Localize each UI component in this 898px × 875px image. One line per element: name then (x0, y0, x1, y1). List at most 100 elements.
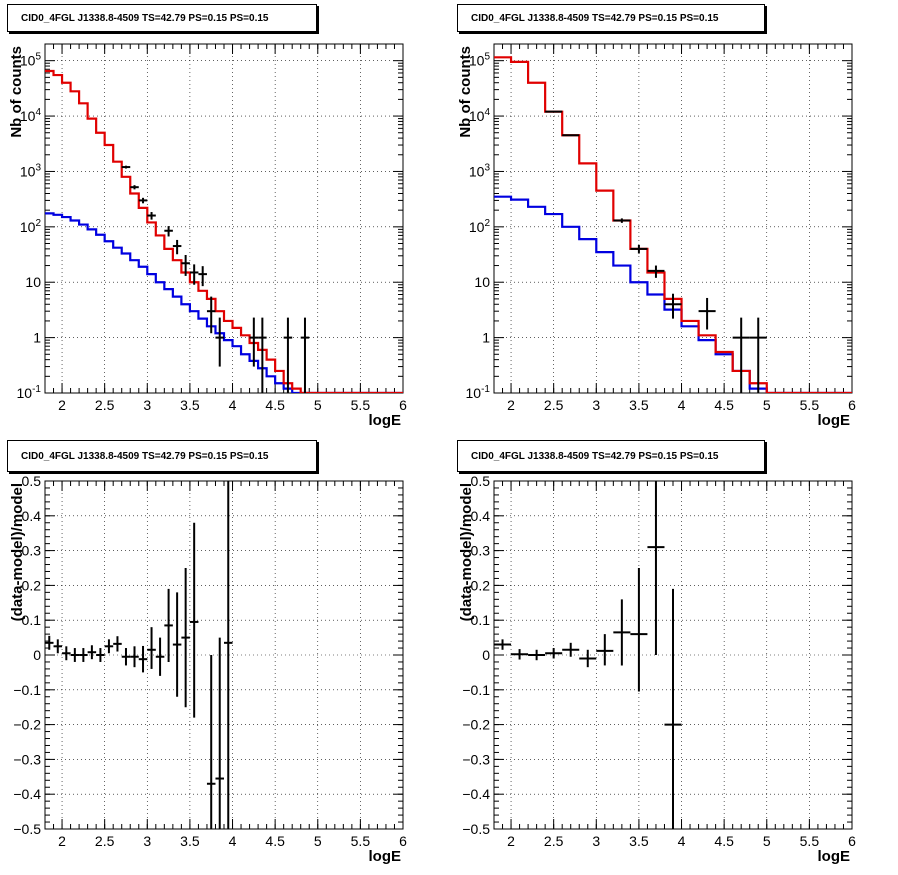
plot-area (494, 56, 852, 393)
y-tick-label: 0.3 (471, 543, 491, 559)
x-tick-label: 6 (848, 397, 856, 413)
y-tick-label: −0.5 (13, 821, 41, 837)
y-tick-label: −0.4 (462, 786, 490, 802)
y-tick-label: 104 (469, 107, 491, 124)
y-tick-label: 10 (25, 274, 41, 290)
x-tick-label: 6 (399, 397, 407, 413)
x-tick-label: 3.5 (629, 833, 649, 849)
component-model-histogram (494, 195, 852, 393)
x-tick-label: 5.5 (800, 397, 820, 413)
x-tick-label: 4.5 (265, 833, 285, 849)
y-tick-label: 0 (482, 647, 490, 663)
y-tick-label: −0.1 (462, 682, 490, 698)
x-axis-label: logE (818, 848, 851, 865)
pad-residuals-right: 2 2.5 3 3.5 4 4.5 5 5.5 6 logE −0.5 −0.4 −0.3 −0.2 −0.… (449, 437, 898, 875)
x-tick-label: 3 (592, 833, 600, 849)
total-model-histogram (45, 69, 403, 393)
x-tick-label: 3 (143, 397, 151, 413)
x-tick-label: 4.5 (714, 397, 734, 413)
plot-area (45, 69, 403, 393)
pad-counts-left: 2 2.5 3 3.5 4 4.5 5 5.5 6 logE 10-1 1 10 102 103 104 105… (0, 0, 449, 437)
component-model-histogram (45, 212, 403, 393)
y-tick-label: 1 (482, 330, 490, 346)
y-tick-label: 105 (20, 52, 42, 69)
x-tick-label: 6 (848, 833, 856, 849)
x-tick-label: 2 (58, 833, 66, 849)
x-tick-label: 2.5 (544, 833, 564, 849)
x-tick-label: 2.5 (95, 833, 115, 849)
y-tick-label: 0.3 (22, 543, 42, 559)
x-tick-label: 3 (592, 397, 600, 413)
x-axis-label: logE (818, 412, 851, 429)
plot-frame (493, 43, 853, 394)
x-tick-label: 4 (678, 397, 686, 413)
x-tick-label: 3.5 (180, 397, 200, 413)
y-tick-label: 10-1 (466, 384, 491, 401)
y-axis-label: (data-model)/model (458, 483, 475, 621)
y-tick-label: −0.4 (13, 786, 41, 802)
y-tick-label: 10 (474, 274, 490, 290)
chart-title: CID0_4FGL J1338.8-4509 TS=42.79 PS=0.15 … (7, 4, 317, 32)
y-axis-label: Nb of counts (457, 46, 474, 138)
y-tick-label: −0.5 (462, 821, 490, 837)
pad-residuals-left: 2 2.5 3 3.5 4 4.5 5 5.5 6 logE −0.5 −0.4 −0.3 −0.2 −0.… (0, 437, 449, 875)
y-tick-label: 1 (33, 330, 41, 346)
y-tick-label: 0 (33, 647, 41, 663)
y-tick-label: 0.5 (22, 473, 42, 489)
x-axis-label: logE (369, 848, 402, 865)
chart-title: CID0_4FGL J1338.8-4509 TS=42.79 PS=0.15 … (457, 4, 765, 32)
x-tick-label: 2 (507, 833, 515, 849)
x-tick-label: 2.5 (544, 397, 564, 413)
x-tick-label: 5.5 (351, 833, 371, 849)
y-tick-label: 10-1 (17, 384, 42, 401)
x-tick-label: 5.5 (800, 833, 820, 849)
pad-counts-right: 2 2.5 3 3.5 4 4.5 5 5.5 6 logE 10-1 1 10 102 103 104 105… (449, 0, 898, 437)
x-tick-label: 3.5 (180, 833, 200, 849)
y-tick-label: 0.1 (471, 612, 491, 628)
y-tick-label: 0.4 (22, 508, 42, 524)
x-axis-label: logE (369, 412, 402, 429)
y-tick-label: 103 (469, 162, 491, 179)
x-tick-label: 4 (229, 833, 237, 849)
x-tick-label: 5 (763, 397, 771, 413)
y-tick-label: 0.2 (471, 577, 491, 593)
y-tick-label: 0.4 (471, 508, 491, 524)
x-tick-label: 4.5 (265, 397, 285, 413)
x-tick-label: 3.5 (629, 397, 649, 413)
x-tick-label: 3 (143, 833, 151, 849)
y-tick-label: 0.1 (22, 612, 42, 628)
x-tick-label: 4 (678, 833, 686, 849)
y-tick-label: −0.3 (462, 751, 490, 767)
y-tick-label: 104 (20, 107, 42, 124)
y-tick-label: −0.2 (462, 717, 490, 733)
y-tick-label: 103 (20, 162, 42, 179)
x-tick-label: 6 (399, 833, 407, 849)
x-tick-label: 4 (229, 397, 237, 413)
chart-title: CID0_4FGL J1338.8-4509 TS=42.79 PS=0.15 … (457, 440, 765, 472)
chart-title: CID0_4FGL J1338.8-4509 TS=42.79 PS=0.15 … (7, 440, 317, 472)
x-tick-label: 5 (314, 833, 322, 849)
y-tick-label: 0.2 (22, 577, 42, 593)
x-tick-label: 5.5 (351, 397, 371, 413)
y-tick-label: 105 (469, 52, 491, 69)
plot-area (45, 481, 233, 829)
y-tick-label: 0.5 (471, 473, 491, 489)
y-tick-label: 102 (20, 218, 42, 235)
x-tick-label: 5 (763, 833, 771, 849)
x-tick-label: 2 (507, 397, 515, 413)
y-tick-label: −0.2 (13, 717, 41, 733)
x-tick-label: 2.5 (95, 397, 115, 413)
x-tick-label: 5 (314, 397, 322, 413)
x-tick-label: 4.5 (714, 833, 734, 849)
y-axis-label: (data-model)/model (9, 483, 26, 621)
plot-area (494, 481, 682, 829)
y-tick-label: −0.3 (13, 751, 41, 767)
y-tick-label: 102 (469, 218, 491, 235)
y-tick-label: −0.1 (13, 682, 41, 698)
x-tick-label: 2 (58, 397, 66, 413)
total-model-histogram (494, 56, 852, 393)
